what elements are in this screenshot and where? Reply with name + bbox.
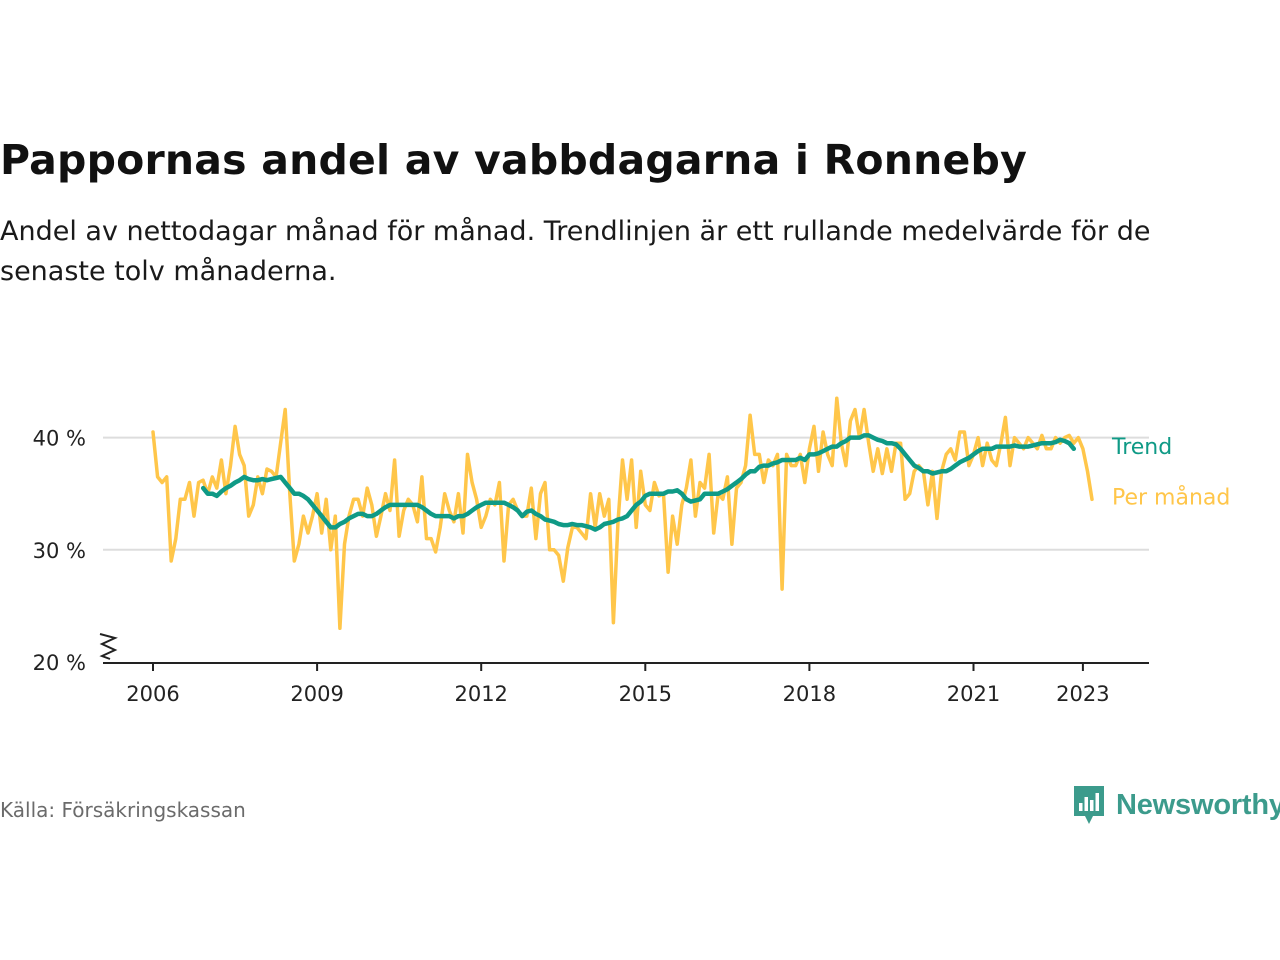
brand-name: Newsworthy xyxy=(1116,788,1280,821)
x-tick-label: 2023 xyxy=(1056,682,1109,706)
x-tick-label: 2006 xyxy=(126,682,179,706)
gridlines xyxy=(103,436,1149,551)
axis-break-icon xyxy=(99,633,118,660)
series xyxy=(151,396,1094,631)
chart-subtitle: Andel av nettodagar månad för månad. Tre… xyxy=(0,216,1151,287)
series-line-trend xyxy=(200,433,1077,532)
axes: 20 % 30 % 40 % 2006 2009 2012 2015 2018 2021 2023 xyxy=(33,427,1149,706)
x-tick-label: 2015 xyxy=(619,682,672,706)
source-note: Källa: Försäkringskassan xyxy=(0,798,246,822)
x-tick-label: 2009 xyxy=(290,682,343,706)
series-line-per-manad xyxy=(151,396,1094,631)
series-label-per-manad: Per månad xyxy=(1112,484,1230,510)
chart-title: Pappornas andel av vabbdagarna i Ronneby xyxy=(0,136,1028,184)
y-tick-label: 30 % xyxy=(33,539,86,563)
y-tick-label: 40 % xyxy=(33,427,86,451)
line-chart: 20 % 30 % 40 % 2006 2009 2012 2015 2018 2021 2023… xyxy=(33,396,1230,706)
x-tick-label: 2021 xyxy=(947,682,1000,706)
x-tick-label: 2012 xyxy=(454,682,507,706)
y-tick-label: 20 % xyxy=(33,651,86,675)
series-label-trend: Trend xyxy=(1111,435,1172,460)
x-tick-label: 2018 xyxy=(783,682,836,706)
newsworthy-logo[interactable]: Newsworthy xyxy=(1072,784,1280,826)
newsworthy-logo-icon xyxy=(1074,786,1104,824)
series-labels: Trend Per månad xyxy=(1111,435,1230,510)
